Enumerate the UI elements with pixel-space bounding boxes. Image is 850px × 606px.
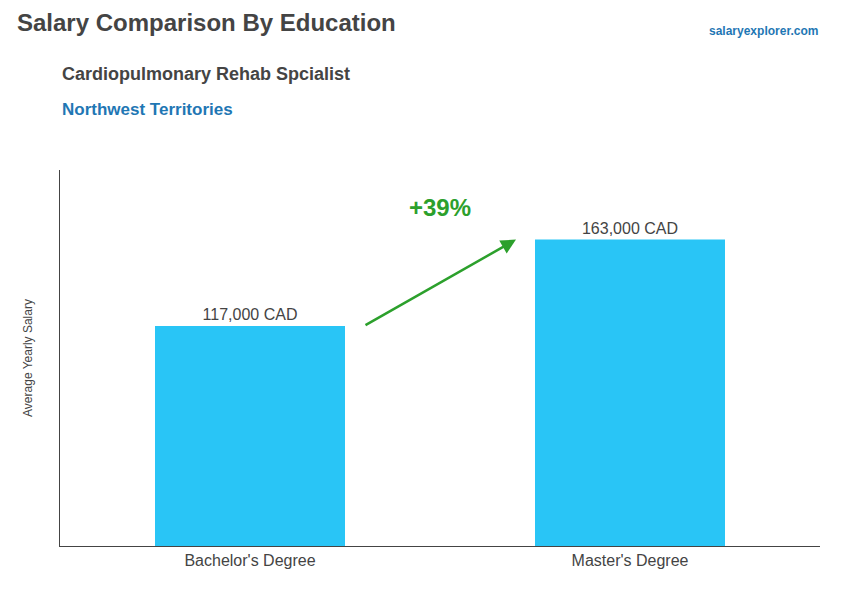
svg-text:Salary Comparison By Education: Salary Comparison By Education (17, 9, 396, 36)
svg-text:Cardiopulmonary Rehab Spcialis: Cardiopulmonary Rehab Spcialist (62, 64, 350, 84)
svg-text:163,000 CAD: 163,000 CAD (582, 220, 678, 237)
svg-text:117,000 CAD: 117,000 CAD (203, 306, 298, 323)
svg-text:Average Yearly Salary: Average Yearly Salary (21, 299, 35, 417)
svg-text:Northwest Territories: Northwest Territories (62, 100, 233, 119)
svg-text:salaryexplorer.com: salaryexplorer.com (709, 24, 818, 38)
svg-text:+39%: +39% (409, 194, 471, 221)
svg-text:Bachelor's Degree: Bachelor's Degree (184, 552, 315, 569)
svg-text:Master's Degree: Master's Degree (572, 552, 689, 569)
